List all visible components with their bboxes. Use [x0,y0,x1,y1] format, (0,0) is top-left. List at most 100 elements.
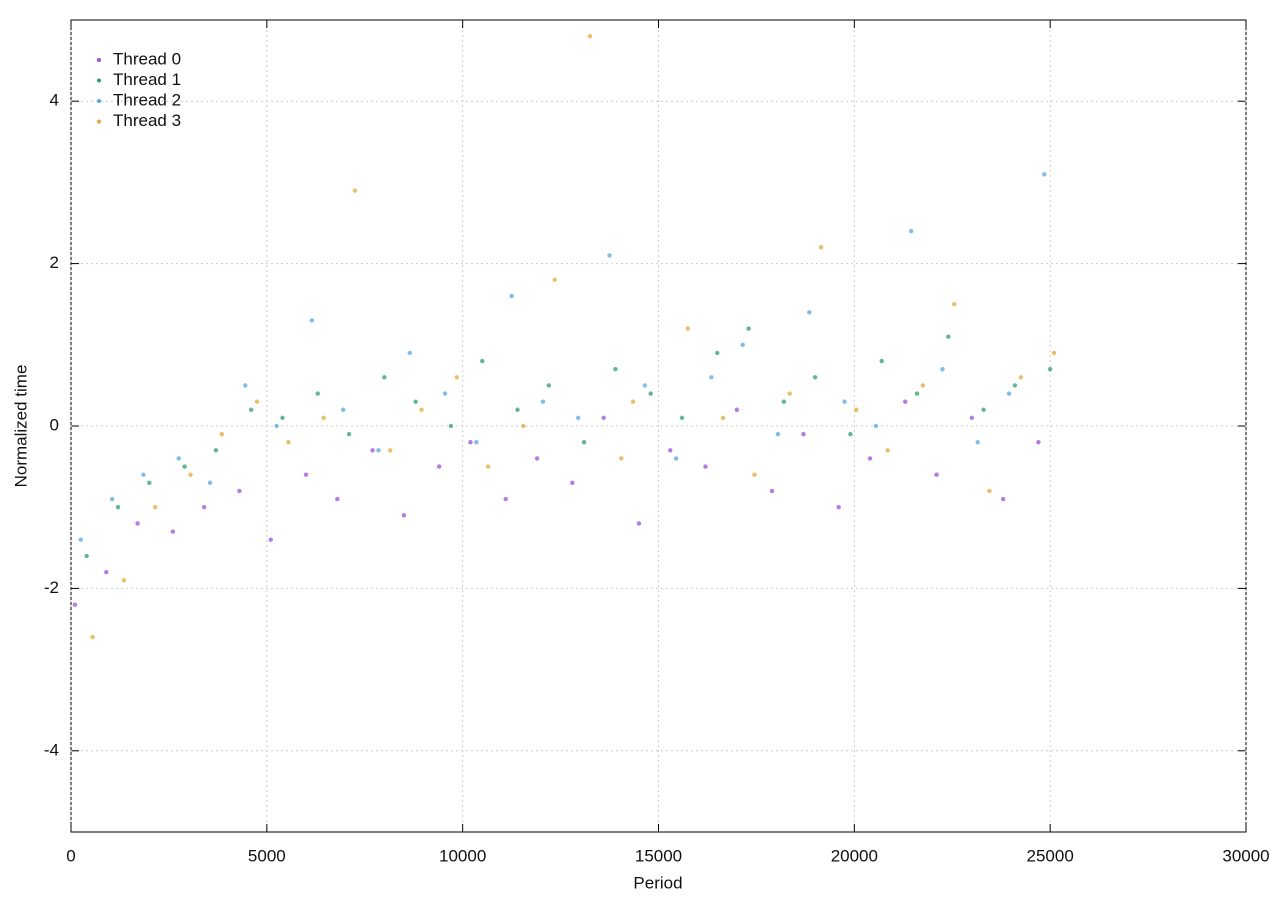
point [807,310,812,315]
point [468,440,473,445]
point [812,375,818,380]
x-tick-label: 20000 [831,846,878,865]
point [987,488,992,494]
x-tick-label: 30000 [1222,846,1269,865]
point [607,253,612,258]
point [975,440,980,445]
point [570,480,575,486]
point [920,383,926,388]
point [581,440,587,445]
point [1018,375,1023,380]
point [740,342,745,347]
x-tick-label: 25000 [1027,846,1074,865]
point [213,448,219,453]
point [376,448,381,453]
point [1000,496,1006,502]
legend-label: Thread 2 [113,90,181,109]
point [419,407,424,412]
legend-label: Thread 3 [113,111,181,130]
point [879,358,884,364]
point [1051,350,1057,356]
point [72,602,78,607]
point [673,456,679,461]
point [781,399,787,404]
point [315,391,320,396]
point [248,407,254,412]
point [546,383,552,388]
point [78,537,83,542]
point [709,375,714,380]
point [1012,383,1018,388]
x-tick-label: 5000 [248,846,286,865]
point [885,448,890,453]
point [141,472,146,477]
point [818,245,824,250]
point [201,505,207,510]
point [552,277,557,283]
point [587,34,593,39]
point [407,350,412,356]
point [153,505,158,510]
point [254,399,260,404]
point [115,505,121,510]
point [715,350,720,356]
point [309,318,315,323]
point [485,464,491,469]
point [685,326,691,331]
point [176,456,181,461]
point [448,423,454,429]
point [90,634,95,640]
point [1036,440,1041,445]
point [903,399,908,404]
point [436,464,442,469]
legend-marker [97,99,101,103]
y-tick-label: 0 [50,415,59,434]
point [480,358,485,364]
x-tick-label: 10000 [439,846,486,865]
point [243,383,248,388]
point [668,448,673,453]
point [503,496,508,502]
point [207,480,213,486]
point [1047,366,1053,372]
point [335,496,340,502]
point [303,472,309,477]
point [576,415,581,421]
point [219,431,224,437]
y-tick-label: -2 [44,578,59,597]
x-tick-label: 15000 [635,846,682,865]
point [775,431,781,437]
x-axis-label: Period [633,873,682,892]
y-tick-label: 4 [50,91,59,110]
point [388,448,393,453]
point [121,578,127,583]
point [601,415,606,421]
point [170,529,176,534]
point [370,448,375,453]
point [401,513,407,518]
point [946,334,951,339]
point [934,472,939,477]
point [630,399,636,404]
point [854,407,859,412]
y-tick-label: 2 [50,253,59,272]
point [1042,172,1047,177]
point [940,366,945,372]
point [286,440,291,445]
point [442,391,448,396]
point [801,431,806,437]
point [109,496,115,502]
point [679,415,685,421]
point [648,391,653,396]
point [341,407,346,412]
point [534,456,540,461]
point [873,423,879,429]
point [147,480,152,486]
point [84,553,89,559]
point [981,407,986,412]
point [280,415,285,421]
point [346,431,352,437]
point [703,464,708,469]
legend-marker [97,78,101,83]
